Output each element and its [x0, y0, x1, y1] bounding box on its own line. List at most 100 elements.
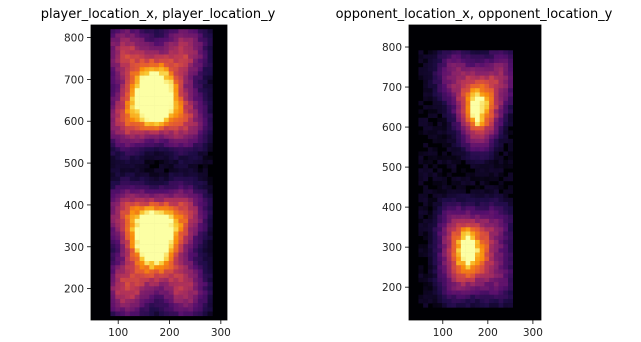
heatmap-cell	[115, 206, 121, 211]
heatmap-cell	[197, 88, 204, 93]
heatmap-cell	[159, 33, 165, 38]
heatmap-cell	[427, 265, 433, 270]
heatmap-cell	[139, 269, 145, 274]
heatmap-cell	[129, 227, 136, 232]
heatmap-cell	[498, 168, 504, 173]
heatmap-cell	[163, 109, 170, 114]
heatmap-cell	[207, 176, 213, 182]
heatmap-cell	[134, 58, 140, 64]
heatmap-cell	[470, 286, 476, 291]
heatmap-cell	[465, 172, 471, 178]
heatmap-cell	[451, 67, 457, 72]
heatmap-cell	[465, 113, 471, 119]
heatmap-cell	[129, 130, 136, 135]
heatmap-cell	[432, 67, 438, 72]
heatmap-cell	[460, 126, 466, 131]
heatmap-cell	[178, 138, 184, 144]
heatmap-cell	[149, 294, 155, 300]
heatmap-cell	[446, 50, 452, 55]
heatmap-cell	[178, 117, 184, 123]
heatmap-cell	[442, 282, 448, 287]
heatmap-cell	[437, 79, 443, 85]
heatmap-cell	[207, 96, 213, 102]
heatmap-cell	[503, 159, 509, 165]
heatmap-cell	[460, 176, 466, 182]
heatmap-cell	[154, 100, 160, 106]
heatmap-cell	[451, 210, 457, 215]
heatmap-cell	[168, 294, 174, 300]
heatmap-cell	[163, 176, 170, 182]
heatmap-cell	[120, 307, 126, 312]
heatmap-cell	[460, 109, 466, 114]
heatmap-cell	[470, 210, 476, 215]
heatmap-cell	[129, 92, 136, 97]
heatmap-cell	[508, 227, 514, 232]
heatmap-cell	[442, 231, 448, 237]
heatmap-cell	[498, 298, 504, 304]
heatmap-cell	[149, 100, 155, 106]
heatmap-cell	[508, 50, 514, 55]
heatmap-cell	[475, 298, 481, 304]
heatmap-cell	[193, 71, 199, 76]
heatmap-cell	[498, 197, 504, 203]
heatmap-cell	[168, 71, 174, 76]
heatmap-cells-opponent	[418, 50, 514, 308]
heatmap-cell	[149, 130, 155, 135]
heatmap-cell	[159, 147, 165, 152]
heatmap-cell	[188, 79, 194, 85]
heatmap-cell	[144, 197, 150, 203]
heatmap-cell	[149, 290, 155, 296]
heatmap-cell	[456, 121, 462, 127]
heatmap-cell	[432, 147, 438, 152]
heatmap-cell	[159, 303, 165, 308]
heatmap-cell	[207, 147, 213, 152]
heatmap-cell	[134, 210, 140, 215]
heatmap-cell	[451, 189, 457, 194]
heatmap-cell	[163, 261, 170, 266]
heatmap-cell	[427, 256, 433, 262]
heatmap-cell	[163, 214, 170, 220]
heatmap-cell	[159, 218, 165, 224]
heatmap-cell	[154, 105, 160, 110]
heatmap-cell	[125, 130, 131, 135]
heatmap-cell	[423, 235, 429, 241]
heatmap-cell	[197, 197, 204, 203]
heatmap-cell	[125, 71, 131, 76]
heatmap-cell	[451, 265, 457, 270]
heatmap-cell	[427, 239, 433, 245]
heatmap-cell	[207, 100, 213, 106]
heatmap-cell	[129, 286, 136, 291]
heatmap-cell	[115, 126, 121, 131]
heatmap-cell	[465, 92, 471, 97]
heatmap-cell	[120, 294, 126, 300]
heatmap-cell	[498, 172, 504, 178]
heatmap-cell	[120, 37, 126, 43]
heatmap-cell	[139, 273, 145, 279]
heatmap-cell	[202, 54, 208, 60]
heatmap-cell	[149, 193, 155, 199]
heatmap-cell	[183, 206, 189, 211]
heatmap-cell	[484, 294, 490, 300]
heatmap-cell	[207, 88, 213, 93]
heatmap-cell	[149, 159, 155, 165]
heatmap-cell	[493, 126, 499, 131]
heatmap-cell	[446, 223, 452, 228]
heatmap-cell	[154, 248, 160, 253]
heatmap-cell	[188, 282, 194, 287]
heatmap-cell	[197, 277, 204, 283]
heatmap-cell	[125, 138, 131, 144]
heatmap-cell	[207, 71, 213, 76]
heatmap-cell	[134, 180, 140, 186]
heatmap-cell	[484, 172, 490, 178]
heatmap-cell	[120, 100, 126, 106]
heatmap-cell	[139, 84, 145, 89]
heatmap-cell	[120, 244, 126, 249]
heatmap-cell	[479, 134, 485, 140]
heatmap-cell	[446, 105, 452, 110]
heatmap-cell	[451, 298, 457, 304]
heatmap-cell	[207, 248, 213, 253]
heatmap-cell	[475, 197, 481, 203]
heatmap-cell	[134, 231, 140, 237]
heatmap-cell	[498, 210, 504, 215]
heatmap-cell	[465, 96, 471, 102]
